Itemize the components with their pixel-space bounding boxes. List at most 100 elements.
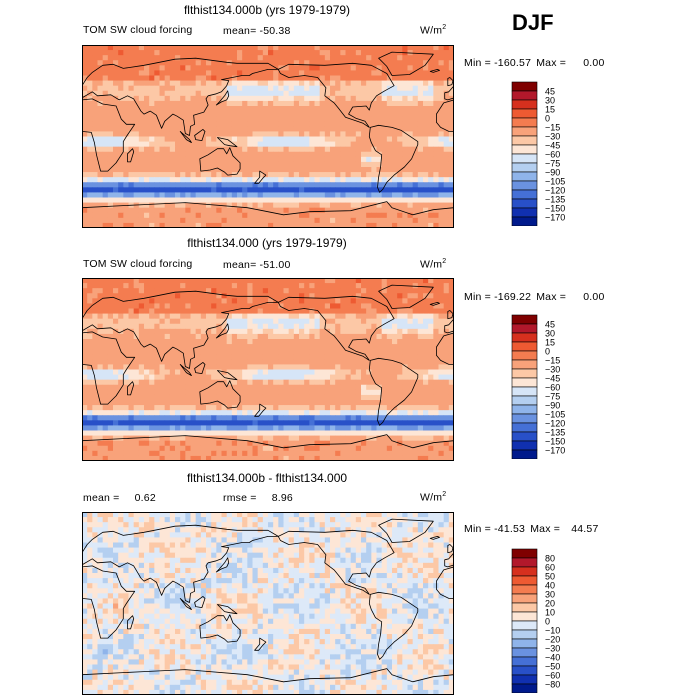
panel2-cell: [87, 430, 93, 436]
panel2-cell: [144, 349, 150, 355]
panel1-cell: [262, 187, 269, 193]
panel2-cell: [283, 415, 290, 421]
panel1-cell: [164, 182, 171, 188]
panel2-cell: [113, 364, 119, 370]
panel1-cell: [428, 70, 434, 76]
panel1-cell: [149, 126, 155, 132]
panel1-cell: [443, 207, 450, 214]
panel2-cell: [433, 389, 439, 396]
panel2-cell: [433, 374, 439, 381]
panel1-cell: [159, 136, 166, 142]
panel1-cell: [268, 161, 274, 168]
panel1-cell: [330, 45, 336, 51]
panel1-cell: [102, 75, 109, 81]
panel1-cell: [164, 177, 171, 183]
panel1-cell: [200, 156, 207, 163]
panel1-cell: [350, 111, 357, 117]
panel2-cell: [195, 328, 202, 335]
panel1-cell: [335, 197, 341, 203]
panel1-cell: [402, 75, 408, 81]
panel2-cell: [330, 344, 336, 350]
panel1-cell: [262, 207, 269, 214]
panel1-cell: [268, 151, 274, 158]
panel2-cell: [448, 374, 454, 381]
panel2-cell: [293, 430, 300, 436]
panel2-cell: [371, 435, 377, 442]
panel2-cell: [82, 435, 88, 442]
panel1-cell: [87, 222, 93, 228]
panel1-cell: [164, 80, 171, 87]
panel1-cell: [397, 177, 403, 183]
panel2-cell: [335, 313, 341, 320]
panel2-cell: [324, 288, 331, 294]
panel1-cell: [438, 75, 445, 81]
panel2-cell: [216, 349, 222, 355]
panel1-cell: [87, 50, 93, 56]
panel1-cell: [330, 167, 336, 173]
panel1-cell: [366, 167, 372, 173]
panel2-cell: [335, 318, 341, 325]
panel2-cell: [397, 394, 403, 401]
panel2-cell: [128, 298, 135, 304]
panel1-cell: [283, 141, 290, 148]
panel2-cell: [92, 278, 98, 284]
panel1-cell: [407, 80, 414, 87]
panel1-cell: [335, 172, 341, 178]
panel1-cell: [195, 217, 202, 224]
panel1-cell: [180, 136, 186, 142]
panel1-cell: [448, 45, 454, 51]
panel2-cell: [237, 435, 243, 442]
panel1-cell: [216, 45, 222, 51]
panel1-cell: [288, 55, 295, 61]
panel2-cell: [273, 405, 279, 411]
panel1-cell: [87, 202, 93, 209]
panel1-cell: [345, 126, 352, 132]
panel2-cell: [164, 415, 171, 421]
panel1-cell: [355, 182, 362, 188]
panel1-cell: [262, 177, 269, 183]
panel1-cell: [123, 167, 129, 173]
panel2-cell: [175, 420, 181, 426]
panel1-cell: [252, 222, 259, 228]
panel1-cell: [262, 100, 269, 107]
panel2-cell: [283, 430, 290, 436]
panel2-cell: [361, 369, 367, 375]
panel1-cell: [102, 60, 109, 66]
panel2-cell: [190, 369, 197, 375]
panel2-cell: [102, 354, 109, 360]
panel2-cell: [345, 359, 352, 365]
panel1-cell: [138, 156, 145, 163]
panel1-cell: [433, 192, 439, 198]
panel1-cell: [392, 111, 398, 117]
panel1-cell: [283, 116, 290, 122]
panel1-cell: [211, 80, 217, 87]
panel1-cell: [118, 100, 124, 107]
panel1-cell: [226, 50, 233, 56]
panel2-cell: [159, 333, 166, 340]
panel1-cell: [185, 85, 191, 92]
panel2-cell: [330, 293, 336, 299]
panel2-cell: [319, 293, 326, 299]
panel1-cell: [221, 116, 228, 122]
panel2-cell: [175, 435, 181, 442]
panel1-cell: [361, 75, 367, 81]
panel1-cell: [82, 192, 88, 198]
panel1-cell: [278, 161, 284, 168]
panel1-cell: [324, 50, 331, 56]
panel2-cell: [92, 400, 98, 406]
panel1-cell: [443, 151, 450, 158]
panel1-cell: [392, 116, 398, 122]
panel1-cell: [268, 131, 274, 137]
panel2-cell: [211, 298, 217, 304]
panel2-cell: [448, 405, 454, 411]
panel1-cell: [211, 167, 217, 173]
panel2-cell: [221, 333, 228, 340]
panel1-cell: [262, 167, 269, 173]
panel1-cell: [361, 172, 367, 178]
panel2-cell: [221, 278, 228, 284]
panel2-cell: [118, 389, 124, 396]
panel1-cell: [123, 177, 129, 183]
panel1-cell: [262, 136, 269, 142]
panel1-cell: [376, 202, 383, 209]
panel1-cell: [340, 207, 346, 214]
